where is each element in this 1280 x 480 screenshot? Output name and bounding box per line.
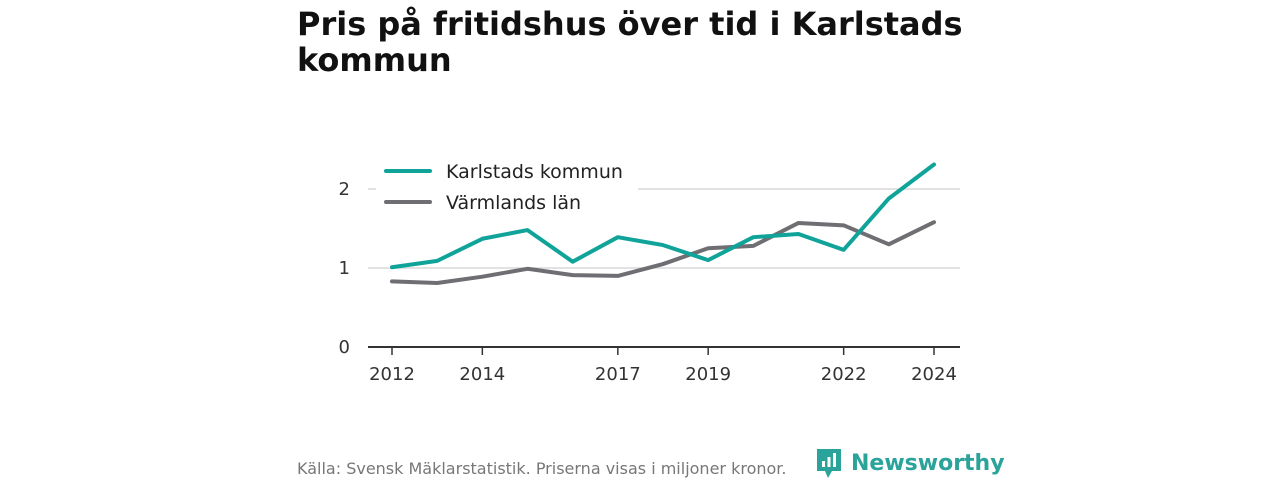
x-tick-label: 2017	[595, 364, 641, 385]
x-tick-label: 2024	[911, 364, 957, 385]
legend-label: Karlstads kommun	[446, 161, 623, 183]
y-axis-ticks: 0 1 2	[339, 179, 350, 358]
x-tick-label: 2022	[821, 364, 867, 385]
logo-icon	[817, 449, 841, 478]
series-line	[390, 162, 936, 270]
y-tick-label: 2	[339, 179, 350, 200]
legend-background	[376, 154, 638, 222]
logo-text: Newsworthy	[851, 450, 1005, 476]
newsworthy-logo: Newsworthy	[815, 447, 1005, 479]
source-note: Källa: Svensk Mäklarstatistik. Priserna …	[297, 459, 787, 478]
x-tick-label: 2012	[369, 364, 415, 385]
chart-title: Pris på fritidshus över tid i Karlstads …	[297, 5, 963, 79]
legend: Karlstads kommun Värmlands län	[376, 154, 638, 222]
series-line	[390, 220, 936, 286]
x-tick-label: 2014	[459, 364, 505, 385]
legend-label: Värmlands län	[446, 192, 581, 214]
y-tick-label: 0	[339, 337, 350, 358]
x-tick-label: 2019	[685, 364, 731, 385]
y-tick-label: 1	[339, 258, 350, 279]
x-axis-ticks: 2012 2014 2017 2019 2022 2024	[369, 347, 957, 385]
series-lines	[390, 162, 936, 286]
